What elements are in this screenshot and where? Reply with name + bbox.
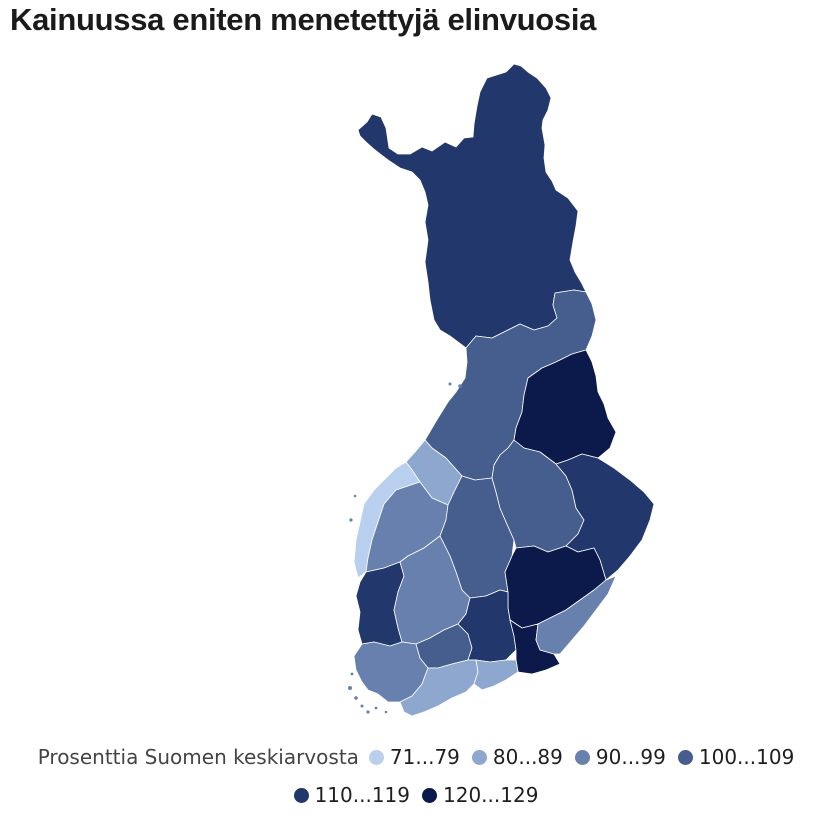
finland-choropleth-map: Lappi Pohjois-Pohjanmaa Kainuu Keski-Poh… xyxy=(348,63,655,717)
legend-item-90-99: 90...99 xyxy=(574,745,666,769)
legend-swatch xyxy=(293,787,309,803)
legend-row-2: 110...119 120...129 xyxy=(0,783,832,807)
legend-item-label: 80...89 xyxy=(492,745,563,769)
legend-swatch xyxy=(677,749,693,765)
legend-swatch xyxy=(574,749,590,765)
legend-item-120-129: 120...129 xyxy=(422,783,538,807)
archipelago-islands xyxy=(348,382,462,714)
legend-row-1: Prosenttia Suomen keskiarvosta 71...79 8… xyxy=(0,745,832,769)
legend-item-label: 110...119 xyxy=(314,783,410,807)
region-etela-karjala[interactable]: Etelä-Karjala xyxy=(535,575,617,655)
legend-item-71-79: 71...79 xyxy=(368,745,460,769)
legend-item-label: 90...99 xyxy=(595,745,666,769)
legend-item-110-119: 110...119 xyxy=(293,783,410,807)
legend-item-80-89: 80...89 xyxy=(471,745,563,769)
region-pohjois-karjala[interactable]: Pohjois-Karjala xyxy=(555,453,655,581)
chart-title: Kainuussa eniten menetettyjä elinvuosia xyxy=(10,2,597,37)
legend-item-label: 71...79 xyxy=(389,745,460,769)
region-ita-uusimaa[interactable]: Itä-Uusimaa xyxy=(473,659,519,691)
legend-swatch xyxy=(368,749,384,765)
legend-swatch xyxy=(471,749,487,765)
legend-swatch xyxy=(422,787,437,803)
legend-item-100-109: 100...109 xyxy=(677,745,795,769)
legend-label: Prosenttia Suomen keskiarvosta xyxy=(37,745,359,769)
region-lappi[interactable]: Lappi xyxy=(357,63,587,349)
region-uusimaa[interactable]: Uusimaa xyxy=(399,659,479,717)
legend-item-label: 100...109 xyxy=(698,745,795,769)
legend-item-label: 120...129 xyxy=(443,783,539,807)
